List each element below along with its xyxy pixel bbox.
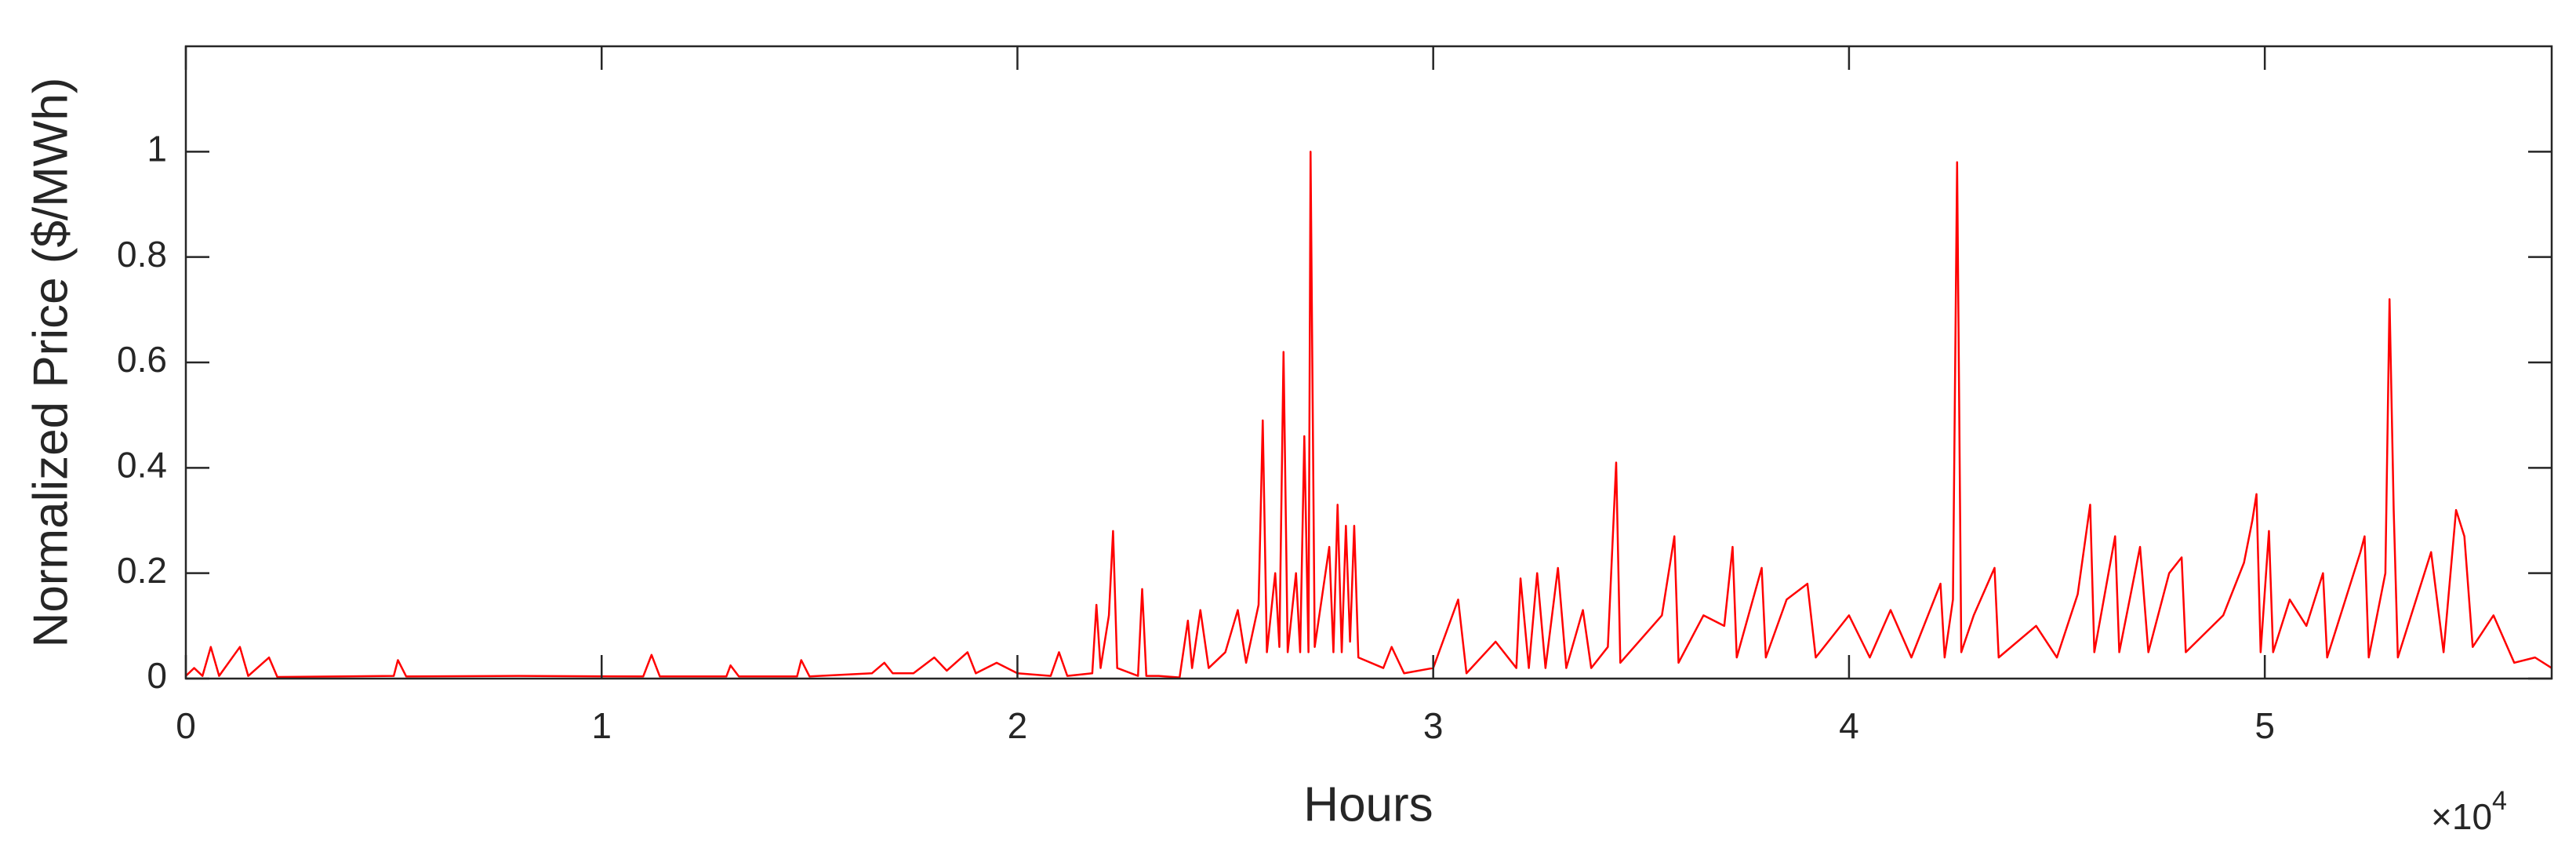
x-multiplier-exponent: 4 xyxy=(2492,786,2507,816)
y-tick-label: 0.6 xyxy=(117,339,167,380)
y-tick-label: 1 xyxy=(147,128,167,169)
x-tick-label: 2 xyxy=(1008,705,1028,746)
price-line xyxy=(185,151,2552,679)
x-tick-label: 0 xyxy=(176,705,196,746)
y-tick-label: 0.4 xyxy=(117,444,167,485)
x-tick-label: 5 xyxy=(2254,705,2275,746)
y-tick-label: 0.8 xyxy=(117,234,167,275)
x-tick-label: 4 xyxy=(1839,705,1859,746)
y-axis-label: Normalized Price ($/MWh) xyxy=(24,78,78,648)
y-tick-label: 0.2 xyxy=(117,550,167,591)
x-multiplier: ×104 xyxy=(2431,786,2507,837)
axes-box xyxy=(184,45,2553,680)
x-tick-label: 3 xyxy=(1423,705,1444,746)
x-tick-label: 1 xyxy=(591,705,612,746)
x-multiplier-base: ×10 xyxy=(2431,796,2492,837)
x-axis-label: Hours xyxy=(1303,777,1433,832)
plot-area xyxy=(186,46,2552,679)
y-tick-label: 0 xyxy=(147,655,167,696)
